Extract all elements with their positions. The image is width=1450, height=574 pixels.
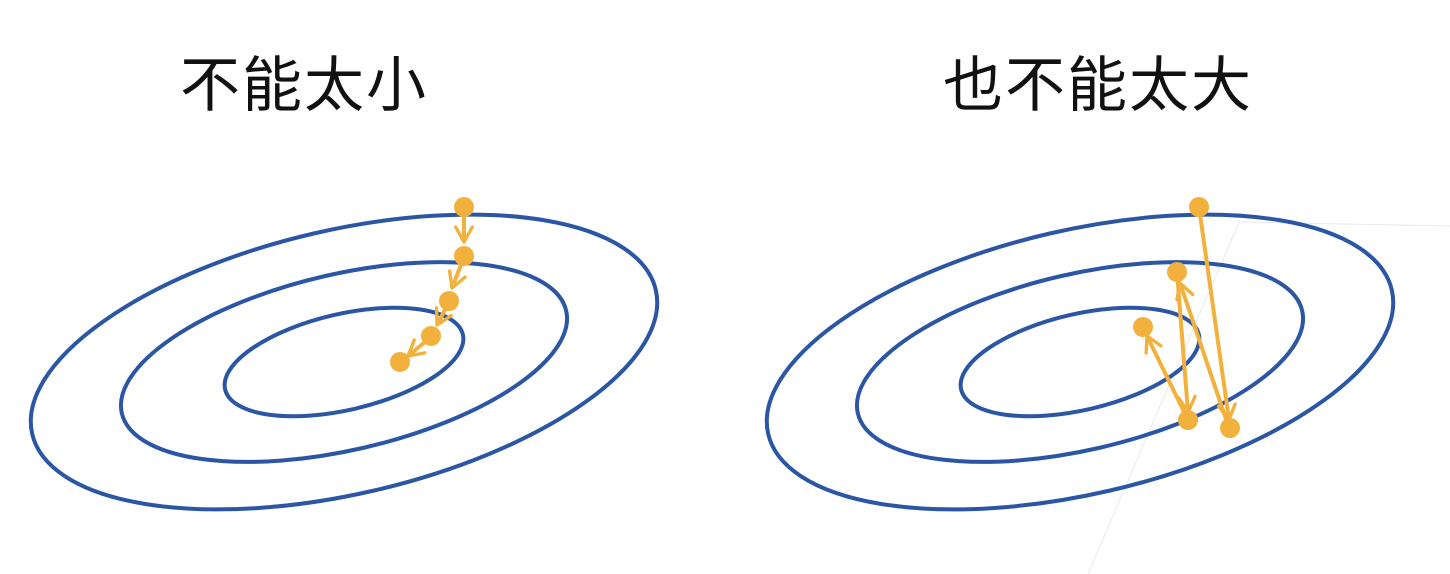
left-contours — [28, 212, 660, 512]
contour-inner — [958, 305, 1202, 419]
contour-inner — [222, 305, 466, 419]
contour-middle — [854, 260, 1306, 464]
faint-guide-line — [1087, 219, 1241, 574]
panel-title-too-large: 也不能太大 — [943, 51, 1253, 121]
path-point — [421, 326, 441, 346]
path-point — [1220, 418, 1240, 438]
path-arrow — [1197, 206, 1237, 422]
path-point — [454, 246, 474, 266]
path-arrow — [1175, 271, 1197, 414]
contour-middle — [118, 260, 570, 464]
contour-outer — [764, 212, 1396, 512]
path-point — [1178, 410, 1198, 430]
path-arrow — [1175, 281, 1231, 429]
contour-outer — [28, 212, 660, 512]
faint-guide-line — [1239, 221, 1450, 227]
left-points — [390, 197, 474, 372]
right-points — [1133, 197, 1240, 438]
path-point — [1189, 197, 1209, 217]
panel-title-too-small: 不能太小 — [180, 51, 428, 121]
right-path — [1144, 206, 1237, 429]
path-point — [439, 291, 459, 311]
path-point — [1167, 262, 1187, 282]
path-point — [1133, 317, 1153, 337]
path-point — [390, 352, 410, 372]
right-contours — [764, 212, 1396, 512]
path-point — [454, 197, 474, 217]
path-arrow — [1144, 334, 1190, 421]
